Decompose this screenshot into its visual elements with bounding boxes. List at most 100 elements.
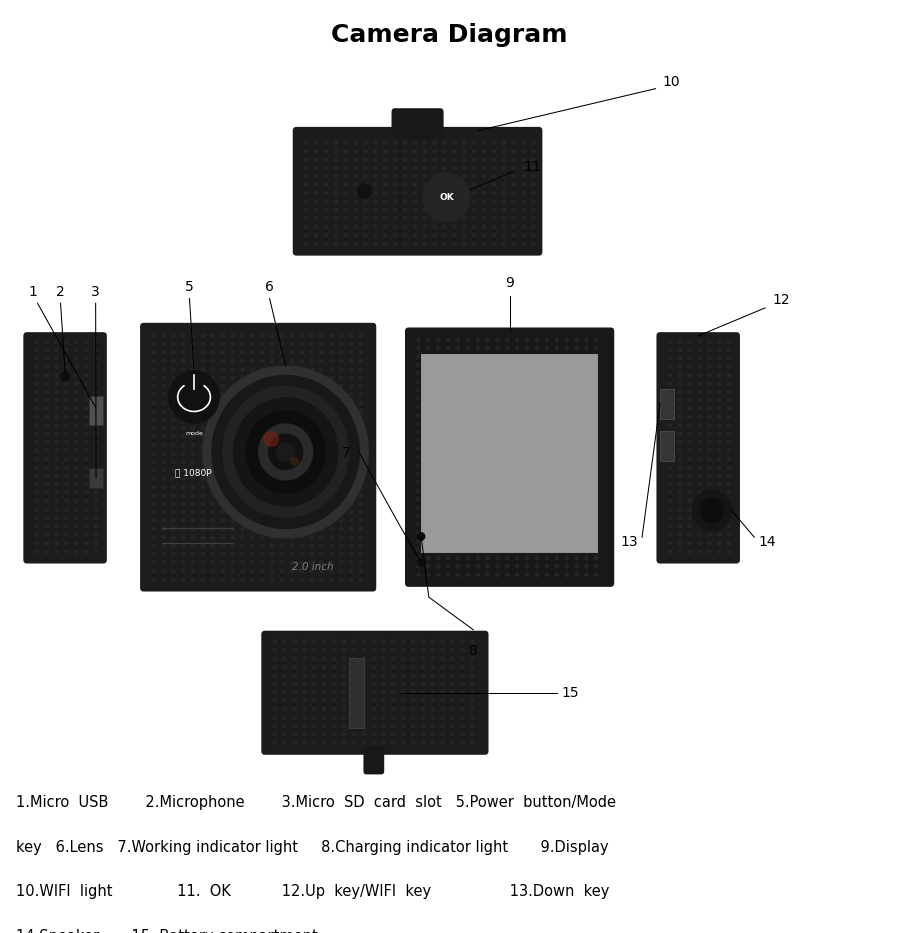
Circle shape [446,464,450,467]
Circle shape [456,447,460,451]
Circle shape [251,477,254,480]
Circle shape [411,707,415,711]
Circle shape [231,569,234,573]
Circle shape [65,390,68,394]
Circle shape [708,340,711,343]
Circle shape [152,460,155,464]
Circle shape [372,741,375,745]
Circle shape [727,457,731,461]
Circle shape [201,376,205,380]
Circle shape [280,452,284,455]
Circle shape [162,384,165,388]
Circle shape [162,510,165,514]
Circle shape [486,472,489,476]
Circle shape [332,732,336,736]
Circle shape [466,380,470,383]
Circle shape [443,191,446,195]
Circle shape [352,699,356,703]
Circle shape [211,477,215,480]
Circle shape [535,514,539,518]
Circle shape [392,707,395,711]
Circle shape [270,401,274,405]
Circle shape [545,455,549,459]
Circle shape [300,510,304,514]
Circle shape [451,732,454,736]
Circle shape [354,166,357,170]
Circle shape [372,707,375,711]
Circle shape [535,531,539,535]
Circle shape [322,707,326,711]
Circle shape [94,491,98,494]
Circle shape [535,539,539,543]
Circle shape [535,397,539,400]
FancyBboxPatch shape [261,631,489,755]
Circle shape [339,410,343,413]
Circle shape [427,556,430,560]
Circle shape [545,548,549,551]
Circle shape [698,533,701,536]
Circle shape [446,439,450,442]
Circle shape [290,468,294,472]
Circle shape [152,527,155,531]
Circle shape [293,699,296,703]
Circle shape [506,338,509,341]
Circle shape [456,455,460,459]
Circle shape [427,346,430,350]
Circle shape [486,522,489,526]
Circle shape [211,452,215,455]
Circle shape [575,497,578,501]
Circle shape [496,338,499,341]
Circle shape [427,548,430,551]
Circle shape [525,338,529,341]
Circle shape [359,494,363,497]
Circle shape [211,334,215,338]
Circle shape [320,426,323,430]
Circle shape [349,452,353,455]
Circle shape [273,707,277,711]
Circle shape [594,363,598,367]
Circle shape [354,225,357,229]
Circle shape [393,174,397,178]
Circle shape [688,508,691,511]
Circle shape [313,690,316,694]
Circle shape [718,424,721,427]
Circle shape [565,556,568,560]
Circle shape [273,657,277,661]
Circle shape [532,216,535,220]
Circle shape [372,640,375,644]
Circle shape [512,141,515,145]
Circle shape [75,398,78,402]
Circle shape [152,519,155,522]
Circle shape [436,388,440,392]
Circle shape [201,494,205,497]
Circle shape [359,359,363,363]
Circle shape [668,440,672,444]
Circle shape [172,418,175,422]
Circle shape [545,422,549,425]
Circle shape [181,569,185,573]
Circle shape [75,524,78,528]
Circle shape [502,233,506,237]
Circle shape [535,564,539,568]
Circle shape [359,485,363,489]
Circle shape [555,413,559,417]
Circle shape [446,480,450,484]
Circle shape [172,351,175,355]
Circle shape [283,674,286,677]
Text: 3: 3 [92,285,100,299]
Circle shape [344,141,348,145]
Circle shape [221,468,224,472]
Circle shape [433,233,436,237]
Circle shape [290,502,294,506]
Circle shape [352,640,356,644]
Circle shape [65,474,68,478]
Circle shape [221,460,224,464]
Circle shape [486,489,489,493]
Circle shape [314,200,318,203]
Circle shape [339,552,343,556]
Circle shape [339,578,343,581]
Circle shape [330,494,333,497]
Circle shape [456,405,460,409]
Circle shape [515,573,519,577]
Circle shape [532,242,535,245]
